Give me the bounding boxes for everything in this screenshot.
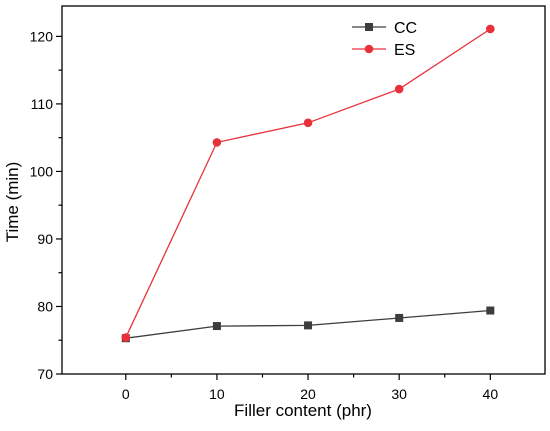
data-point-es: [303, 118, 313, 128]
data-point-cc: [486, 306, 495, 315]
x-axis-title: Filler content (phr): [234, 401, 372, 420]
plot-frame: [61, 5, 546, 375]
legend-label-cc: CC: [394, 20, 417, 37]
data-point-cc: [395, 313, 404, 322]
data-point-cc: [212, 322, 221, 331]
data-point-es: [486, 24, 495, 34]
legend-marker-cc: [365, 23, 373, 31]
y-axis-title: Time (min): [3, 162, 22, 243]
legend-label-es: ES: [394, 42, 415, 59]
x-tick-label: 20: [300, 386, 316, 402]
data-point-es: [394, 84, 404, 94]
y-tick-label: 90: [37, 231, 53, 247]
y-tick-label: 100: [30, 163, 54, 179]
legend-marker-es: [364, 44, 374, 54]
y-tick-label: 120: [30, 28, 54, 44]
y-tick-label: 70: [37, 366, 53, 382]
data-point-es: [121, 333, 131, 342]
x-tick-label: 0: [122, 386, 130, 402]
data-point-cc: [304, 321, 313, 330]
x-tick-label: 40: [483, 386, 499, 402]
x-tick-label: 30: [391, 386, 407, 402]
data-point-es: [212, 138, 222, 147]
x-tick-label: 10: [209, 386, 225, 402]
y-tick-label: 80: [37, 298, 53, 314]
y-tick-label: 110: [31, 96, 54, 112]
